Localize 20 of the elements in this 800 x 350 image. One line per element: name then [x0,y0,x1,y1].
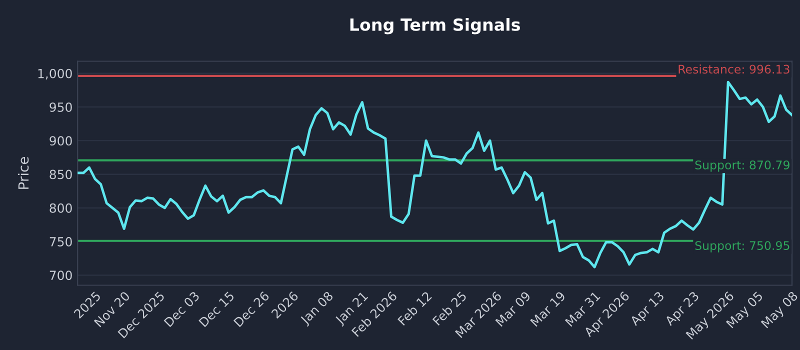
y-tick-label: 900 [50,136,72,146]
y-tick-label: 850 [50,170,72,180]
x-tick-label: Jan 08 [299,290,336,327]
y-axis-title: Price [18,157,29,189]
x-tick-label: Feb 12 [397,290,432,326]
chart-title: Long Term Signals [350,18,520,34]
x-tick-label: Dec 03 [164,290,200,328]
y-tick-label: 1,000 [38,68,72,80]
ref-line-label: Support: 870.79 [695,160,790,172]
x-tick-label: Apr 13 [629,290,666,328]
ref-line-label: Resistance: 996.13 [678,64,790,74]
x-tick-label: Mar 19 [530,290,566,327]
ref-line-label: Support: 750.95 [695,241,790,252]
x-tick-label: Dec 15 [198,291,235,328]
line-series [78,80,792,268]
y-tick-label: 950 [50,102,72,112]
y-tick-label: 800 [50,203,72,213]
x-tick-label: Dec 26 [233,290,270,328]
y-tick-label: 700 [50,270,72,280]
y-tick-label: 750 [50,237,72,246]
